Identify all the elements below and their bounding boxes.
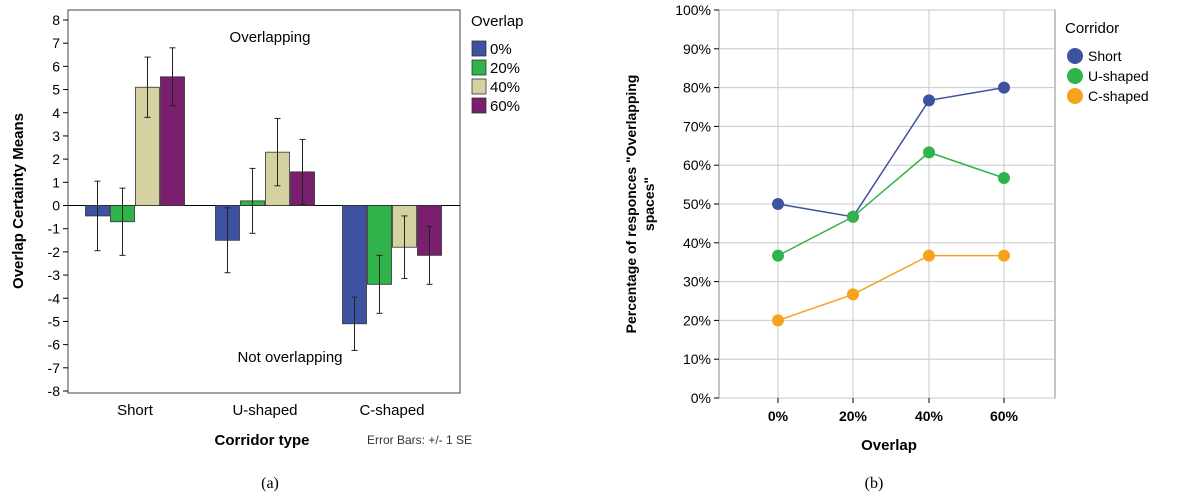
y-tick-label: 0%	[691, 390, 711, 406]
point-Short-0%	[772, 198, 784, 210]
legend-title: Corridor	[1065, 20, 1119, 37]
x-tick-label: 60%	[990, 408, 1019, 424]
x-axis-label: Overlap	[861, 437, 917, 454]
point-U-shaped-20%	[847, 210, 859, 223]
legend-swatch-0%	[471, 40, 487, 57]
caption-b: (b)	[865, 475, 884, 492]
legend-label: C-shaped	[1088, 88, 1149, 104]
y-tick-label: -8	[48, 383, 61, 399]
bar-chart-overlap-certainty: 8 7 6 5 4 3 2 1 0 -1 -2 -3 -4 -5 -6 -7 -8 Short U-shaped C…	[10, 9, 524, 492]
legend-marker-U-shaped	[1067, 68, 1083, 84]
x-tick-label: U-shaped	[232, 402, 297, 419]
legend-title: Overlap	[471, 13, 524, 30]
legend-swatch-60%	[471, 97, 487, 114]
x-axis-ticks: Short U-shaped C-shaped	[117, 402, 424, 419]
legend: 0% 20% 40% 60%	[471, 40, 520, 115]
y-tick-label: -5	[48, 313, 61, 329]
annotation-overlapping: Overlapping	[230, 29, 311, 46]
legend-swatch-20%	[471, 59, 487, 76]
point-U-shaped-60%	[998, 172, 1010, 185]
line-Short	[777, 86, 1005, 218]
y-tick-label: -6	[48, 337, 61, 353]
legend-label: U-shaped	[1088, 68, 1149, 84]
y-tick-label: 70%	[683, 118, 711, 134]
y-axis-ticks: 8 7 6 5 4 3 2 1 0 -1 -2 -3 -4 -5 -6 -7 -8	[48, 12, 68, 399]
legend-swatch-40%	[471, 78, 487, 95]
x-axis-ticks: 0% 20% 40% 60%	[768, 398, 1019, 424]
x-axis-label: Corridor type	[214, 432, 309, 449]
y-axis-ticks: 100% 90% 80% 70% 60% 50% 40% 30% 20% 10% 0%	[675, 2, 719, 406]
y-tick-label: 0	[52, 198, 60, 214]
point-U-shaped-0%	[772, 249, 784, 262]
y-tick-label: -7	[48, 360, 61, 376]
x-tick-label: 20%	[839, 408, 868, 424]
y-tick-label: 1	[52, 174, 60, 190]
y-tick-label: 90%	[683, 41, 711, 57]
x-tick-label: 0%	[768, 408, 789, 424]
y-tick-label: 8	[52, 12, 60, 28]
point-Short-40%	[923, 94, 935, 107]
y-tick-label: -3	[48, 267, 61, 283]
x-tick-label: Short	[117, 402, 154, 419]
y-tick-label: 30%	[683, 274, 711, 290]
line-series	[777, 86, 1005, 322]
y-axis-label-line-1: Percentage of responces "Overlapping	[623, 75, 639, 334]
line-U-shaped	[777, 151, 1005, 257]
y-tick-label: -1	[48, 221, 61, 237]
legend-marker-C-shaped	[1067, 88, 1083, 104]
y-tick-label: 10%	[683, 351, 711, 367]
y-tick-label: 4	[52, 105, 60, 121]
y-tick-label: 5	[52, 82, 60, 98]
legend-marker-Short	[1067, 48, 1083, 64]
line-C-shaped	[777, 254, 1004, 322]
y-tick-label: 100%	[675, 2, 711, 18]
line-chart-overlapping-responses: 100% 90% 80% 70% 60% 50% 40% 30% 20% 10% 0% 0% 20% 4…	[623, 2, 1149, 492]
error-bars	[94, 47, 433, 351]
legend-label: 20%	[490, 60, 520, 77]
caption-a: (a)	[261, 475, 279, 492]
y-axis-label-line-2: spaces"	[641, 177, 657, 231]
point-C-shaped-0%	[772, 314, 784, 327]
point-C-shaped-60%	[998, 249, 1010, 262]
point-U-shaped-40%	[923, 146, 935, 159]
y-tick-label: 7	[52, 35, 60, 51]
y-tick-label: 6	[52, 58, 60, 74]
legend: Short U-shaped C-shaped	[1067, 48, 1149, 104]
y-axis-label: Overlap Certainty Means	[10, 113, 27, 289]
y-tick-label: 2	[52, 151, 60, 167]
bar-series	[85, 76, 442, 325]
y-tick-label: 80%	[683, 80, 711, 96]
annotation-not-overlapping: Not overlapping	[237, 349, 342, 366]
y-tick-label: 20%	[683, 312, 711, 328]
x-tick-label: C-shaped	[359, 402, 424, 419]
legend-label: 40%	[490, 79, 520, 96]
point-Short-60%	[998, 81, 1010, 94]
x-tick-label: 40%	[915, 408, 944, 424]
legend-label: 0%	[490, 41, 512, 58]
y-tick-label: 40%	[683, 235, 711, 251]
y-tick-label: 60%	[683, 157, 711, 173]
y-tick-label: 50%	[683, 196, 711, 212]
data-points	[772, 81, 1010, 327]
legend-label: 60%	[490, 98, 520, 115]
error-bar-note: Error Bars: +/- 1 SE	[367, 433, 472, 447]
y-tick-label: 3	[52, 128, 60, 144]
point-C-shaped-40%	[923, 249, 935, 262]
legend-label: Short	[1088, 48, 1122, 64]
y-tick-label: -4	[48, 290, 61, 306]
point-C-shaped-20%	[847, 288, 859, 301]
y-tick-label: -2	[48, 244, 61, 260]
